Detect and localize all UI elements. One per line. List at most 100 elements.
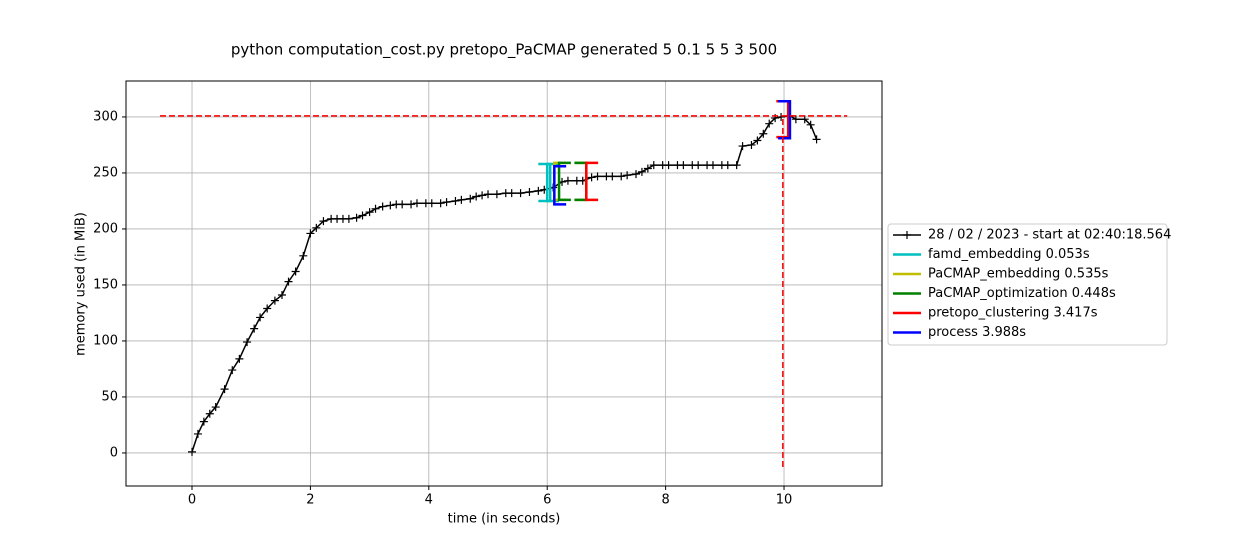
point-marker (319, 217, 328, 226)
point-marker (352, 213, 361, 222)
legend-label: famd_embedding 0.053s (928, 247, 1090, 262)
legend-label: pretopo_clustering 3.417s (928, 306, 1098, 321)
point-marker (587, 173, 596, 182)
function-bracket (557, 161, 571, 202)
point-marker (643, 164, 652, 173)
legend-marker (903, 231, 911, 239)
point-marker (747, 140, 756, 149)
y-axis-label: memory used (in MiB) (74, 212, 89, 356)
point-marker (371, 204, 380, 213)
point-marker (270, 296, 279, 305)
point-marker (306, 229, 315, 238)
legend-box (887, 223, 1168, 346)
point-marker (407, 200, 416, 209)
x-tick-label: 2 (306, 493, 314, 508)
plot-frame (125, 80, 883, 487)
point-marker (753, 136, 762, 145)
y-tick-label: 150 (93, 277, 118, 292)
point-marker (664, 161, 673, 170)
x-axis-label: time (in seconds) (448, 512, 561, 527)
point-marker (386, 201, 395, 210)
y-tick-label: 200 (93, 221, 118, 236)
point-marker (211, 403, 220, 412)
point-marker (632, 170, 641, 179)
point-marker (593, 172, 602, 181)
point-marker (765, 119, 774, 128)
x-tick-label: 4 (425, 493, 433, 508)
function-bracket (585, 161, 599, 202)
x-tick-label: 6 (543, 493, 551, 508)
point-marker (617, 172, 626, 181)
point-marker (507, 189, 516, 198)
point-marker (299, 251, 308, 260)
x-tick-label: 8 (661, 493, 669, 508)
legend-label: PaCMAP_optimization 0.448s (928, 286, 1116, 301)
legend-label: 28 / 02 / 2023 - start at 02:40:18.564 (928, 228, 1171, 243)
point-marker (738, 142, 747, 151)
point-marker (365, 208, 374, 217)
point-marker (378, 202, 387, 211)
point-marker (723, 161, 732, 170)
point-marker (398, 200, 407, 209)
point-marker (235, 354, 244, 363)
point-marker (312, 223, 321, 232)
chart-title: python computation_cost.py pretopo_PaCMA… (231, 41, 777, 60)
point-marker (284, 277, 293, 286)
point-marker (193, 429, 202, 438)
point-marker (466, 194, 475, 203)
function-bracket (538, 162, 552, 203)
point-marker (199, 417, 208, 426)
point-marker (412, 199, 421, 208)
point-marker (427, 199, 436, 208)
y-tick-label: 300 (93, 109, 118, 124)
function-bracket (778, 100, 792, 140)
point-marker (436, 199, 445, 208)
y-tick-label: 50 (101, 389, 118, 404)
point-marker (472, 192, 481, 201)
point-marker (451, 196, 460, 205)
legend-label: process 3.988s (928, 325, 1026, 340)
point-marker (806, 120, 815, 129)
point-marker (344, 214, 353, 223)
point-marker (205, 409, 214, 418)
point-marker (637, 167, 646, 176)
point-marker (812, 135, 821, 144)
point-marker (732, 161, 741, 170)
point-marker (291, 267, 300, 276)
point-marker (243, 338, 252, 347)
point-marker (484, 190, 493, 199)
point-marker (777, 112, 786, 121)
point-marker (228, 366, 237, 375)
point-marker (442, 198, 451, 207)
point-marker (188, 447, 197, 456)
point-marker (220, 385, 229, 394)
function-bracket (553, 164, 567, 206)
point-marker (694, 161, 703, 170)
x-tick-label: 10 (776, 493, 793, 508)
point-marker (759, 129, 768, 138)
point-marker (563, 176, 572, 185)
point-marker (457, 195, 466, 204)
point-marker (679, 161, 688, 170)
point-marker (492, 190, 501, 199)
point-marker (525, 187, 534, 196)
y-tick-label: 250 (93, 165, 118, 180)
x-tick-label: 0 (188, 493, 196, 508)
point-marker (649, 161, 658, 170)
point-marker (516, 189, 525, 198)
point-marker (256, 313, 265, 322)
point-marker (358, 211, 367, 220)
point-marker (478, 191, 487, 200)
point-marker (608, 172, 617, 181)
point-marker (623, 171, 632, 180)
point-marker (277, 291, 286, 300)
point-marker (534, 186, 543, 195)
legend-label: PaCMAP_embedding 0.535s (928, 267, 1109, 282)
point-marker (250, 324, 259, 333)
point-marker (708, 161, 717, 170)
point-marker (263, 304, 272, 313)
y-tick-label: 0 (110, 445, 118, 460)
y-tick-label: 100 (93, 333, 118, 348)
